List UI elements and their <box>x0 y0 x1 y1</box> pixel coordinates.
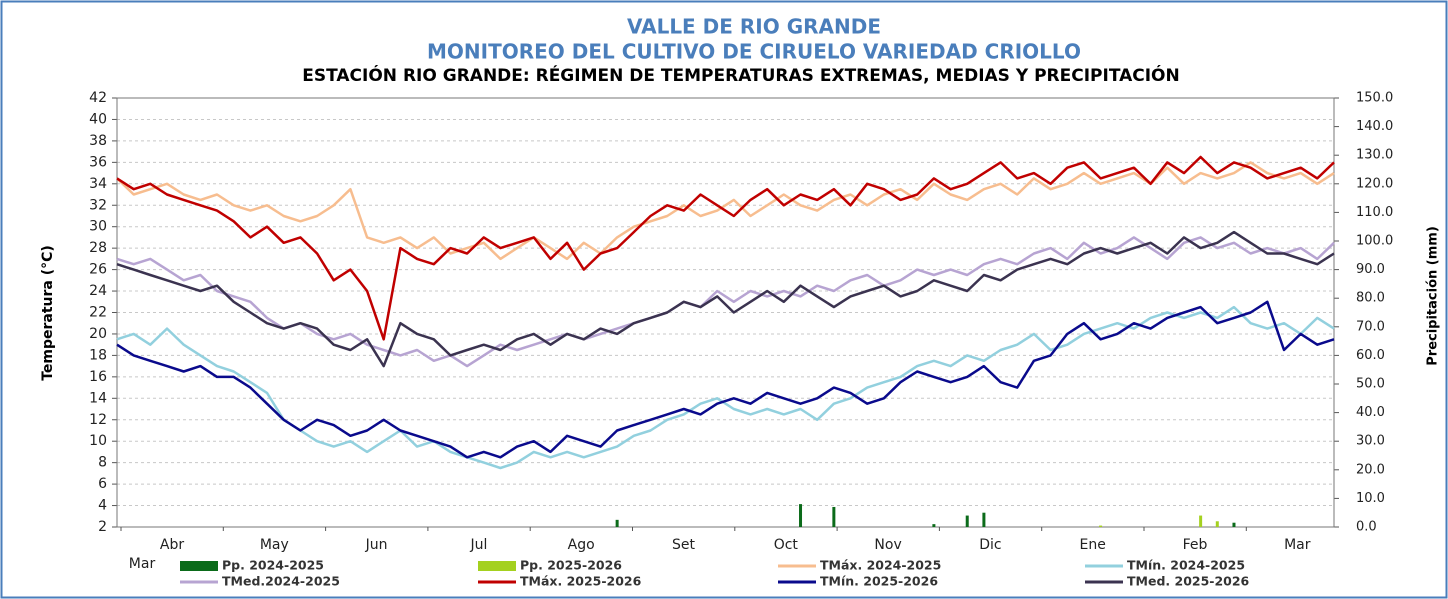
precip-bar <box>615 519 619 527</box>
y-tick-label: 40 <box>89 111 107 127</box>
y-tick-label: 24 <box>89 283 107 299</box>
precip-bar <box>1215 521 1219 527</box>
precip-bar <box>932 524 936 527</box>
y-tick-label: 28 <box>89 240 107 256</box>
y2-tick-label: 120.0 <box>1356 176 1393 191</box>
legend-label: Pp. 2024-2025 <box>222 558 324 573</box>
y2-tick-label: 20.0 <box>1356 462 1385 477</box>
y2-tick-label: 140.0 <box>1356 119 1393 134</box>
y-tick-label: 34 <box>89 176 107 192</box>
x-tick-label: Ene <box>1080 537 1106 553</box>
y-tick-label: 26 <box>89 262 107 278</box>
legend-label: Pp. 2025-2026 <box>520 558 622 573</box>
x-tick-label: Oct <box>774 537 799 553</box>
y2-tick-label: 130.0 <box>1356 148 1393 163</box>
legend-label: TMed. 2025-2026 <box>1127 574 1250 589</box>
precip-bar <box>1199 515 1203 527</box>
y-tick-label: 16 <box>89 369 107 385</box>
y-tick-label: 30 <box>89 219 107 235</box>
precip-bar <box>832 506 836 527</box>
precip-bar <box>799 504 803 527</box>
y-tick-label: 2 <box>98 519 107 535</box>
y-tick-label: 12 <box>89 412 107 428</box>
y2-tick-label: 150.0 <box>1356 91 1393 106</box>
y2-tick-label: 70.0 <box>1356 319 1385 334</box>
x-tick-label: Abr <box>160 537 184 553</box>
y2-tick-label: 100.0 <box>1356 234 1393 249</box>
y2-tick-label: 10.0 <box>1356 491 1385 506</box>
y2-tick-label: 90.0 <box>1356 262 1385 277</box>
y-tick-label: 6 <box>98 476 107 492</box>
chart-caption: ESTACIÓN RIO GRANDE: RÉGIMEN DE TEMPERAT… <box>302 64 1179 86</box>
x-tick-label: Jul <box>469 537 487 553</box>
chart-subtitle: MONITOREO DEL CULTIVO DE CIRUELO VARIEDA… <box>427 40 1081 64</box>
x-tick-label: Ago <box>568 537 595 553</box>
precip-bar <box>965 515 969 527</box>
y-tick-label: 20 <box>89 326 107 342</box>
x-tick-label: Mar <box>129 556 156 572</box>
y-tick-label: 32 <box>89 197 107 213</box>
legend-swatch <box>180 561 218 571</box>
x-tick-label: Set <box>672 537 696 553</box>
y-tick-label: 38 <box>89 133 107 149</box>
precip-bar <box>1232 522 1236 527</box>
x-tick-label: Feb <box>1183 537 1208 553</box>
chart-title: VALLE DE RIO GRANDE <box>627 15 881 39</box>
y2-axis-label: Precipitación (mm) <box>1426 226 1441 366</box>
legend-label: TMáx. 2024-2025 <box>820 558 941 573</box>
y-tick-label: 36 <box>89 154 107 170</box>
y2-tick-label: 60.0 <box>1356 348 1385 363</box>
precip-bar <box>1099 525 1103 527</box>
series-line <box>116 230 1335 368</box>
y-tick-label: 14 <box>89 390 107 406</box>
x-tick-label: Jun <box>365 537 388 553</box>
y-tick-label: 42 <box>89 90 107 106</box>
y-tick-label: 22 <box>89 305 107 321</box>
precip-bar <box>982 512 986 527</box>
legend-label: TMín. 2024-2025 <box>1127 558 1245 573</box>
y2-tick-label: 40.0 <box>1356 405 1385 420</box>
x-tick-label: May <box>260 537 289 553</box>
legend-label: TMín. 2025-2026 <box>820 574 938 589</box>
x-tick-label: Dic <box>979 537 1001 553</box>
y-axis-label: Temperatura (°C) <box>40 245 56 381</box>
y-tick-label: 8 <box>98 455 107 471</box>
y2-tick-label: 110.0 <box>1356 205 1393 220</box>
series-line <box>116 155 1335 341</box>
y-tick-label: 4 <box>98 498 107 514</box>
y-tick-label: 18 <box>89 347 107 363</box>
x-tick-label: Mar <box>1284 537 1311 553</box>
legend-swatch <box>478 561 516 571</box>
series-line <box>116 300 1335 459</box>
x-tick-label: Nov <box>874 537 901 553</box>
y2-tick-label: 80.0 <box>1356 291 1385 306</box>
series-line <box>116 305 1335 470</box>
legend-label: TMed.2024-2025 <box>222 574 340 589</box>
plot-area <box>116 97 1335 528</box>
series-line <box>116 161 1335 261</box>
y-tick-label: 10 <box>89 433 107 449</box>
series-line <box>116 236 1335 368</box>
legend-label: TMáx. 2025-2026 <box>520 574 642 589</box>
y2-tick-label: 50.0 <box>1356 377 1385 392</box>
y2-tick-label: 0.0 <box>1356 520 1377 535</box>
y2-tick-label: 30.0 <box>1356 434 1385 449</box>
